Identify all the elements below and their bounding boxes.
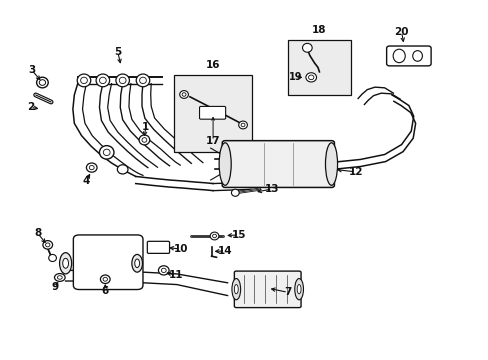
Ellipse shape [305,73,316,82]
Text: 14: 14 [218,246,232,256]
Ellipse shape [142,138,146,142]
Ellipse shape [49,255,56,261]
Ellipse shape [297,284,301,294]
Ellipse shape [60,253,72,274]
Ellipse shape [135,259,139,267]
Ellipse shape [182,93,185,96]
Text: 7: 7 [284,287,291,297]
Text: 12: 12 [348,167,362,177]
Ellipse shape [119,77,126,84]
Ellipse shape [57,276,62,279]
Ellipse shape [308,75,313,80]
Ellipse shape [45,243,50,247]
Ellipse shape [392,49,405,63]
Ellipse shape [43,240,53,249]
Ellipse shape [412,51,422,61]
Ellipse shape [54,274,65,282]
Ellipse shape [238,121,247,129]
Ellipse shape [161,268,166,273]
Ellipse shape [132,255,142,272]
Text: 19: 19 [288,72,302,82]
Text: 10: 10 [173,244,187,254]
Ellipse shape [89,166,94,170]
Text: 13: 13 [265,184,279,194]
Ellipse shape [139,77,146,84]
Text: 8: 8 [34,228,41,238]
Ellipse shape [99,145,114,159]
Ellipse shape [39,80,45,85]
Text: 18: 18 [311,25,326,35]
Ellipse shape [158,266,169,275]
Ellipse shape [231,279,240,300]
Text: 2: 2 [27,102,34,112]
Ellipse shape [139,135,149,145]
FancyBboxPatch shape [222,141,334,188]
Bar [287,40,350,95]
Ellipse shape [100,275,110,283]
Text: 11: 11 [168,270,183,280]
Text: 9: 9 [51,282,59,292]
Text: 3: 3 [28,65,35,75]
Ellipse shape [103,277,107,281]
Text: 1: 1 [142,122,149,132]
Ellipse shape [116,74,129,87]
Ellipse shape [231,189,239,196]
Ellipse shape [81,77,87,84]
Text: 16: 16 [205,60,220,70]
Text: 6: 6 [102,285,109,296]
Ellipse shape [117,165,128,174]
FancyBboxPatch shape [147,241,169,253]
Text: 5: 5 [114,48,121,57]
Ellipse shape [86,163,97,172]
Ellipse shape [212,234,216,238]
Ellipse shape [219,143,231,185]
Ellipse shape [325,143,337,185]
Ellipse shape [302,43,311,52]
Ellipse shape [62,258,68,268]
FancyBboxPatch shape [234,271,301,307]
FancyBboxPatch shape [199,107,225,119]
Text: 20: 20 [393,27,408,37]
Ellipse shape [294,279,303,300]
Ellipse shape [210,232,219,240]
Ellipse shape [136,74,149,87]
Ellipse shape [241,123,244,127]
FancyBboxPatch shape [386,46,430,66]
Bar [174,76,251,152]
Ellipse shape [96,74,109,87]
Ellipse shape [180,91,188,98]
Ellipse shape [99,77,106,84]
FancyBboxPatch shape [73,235,142,289]
Text: 17: 17 [205,136,220,146]
Text: 4: 4 [82,176,89,186]
Ellipse shape [37,77,48,88]
Ellipse shape [77,74,91,87]
Ellipse shape [103,149,110,156]
Text: 15: 15 [231,230,245,240]
Ellipse shape [234,284,238,294]
